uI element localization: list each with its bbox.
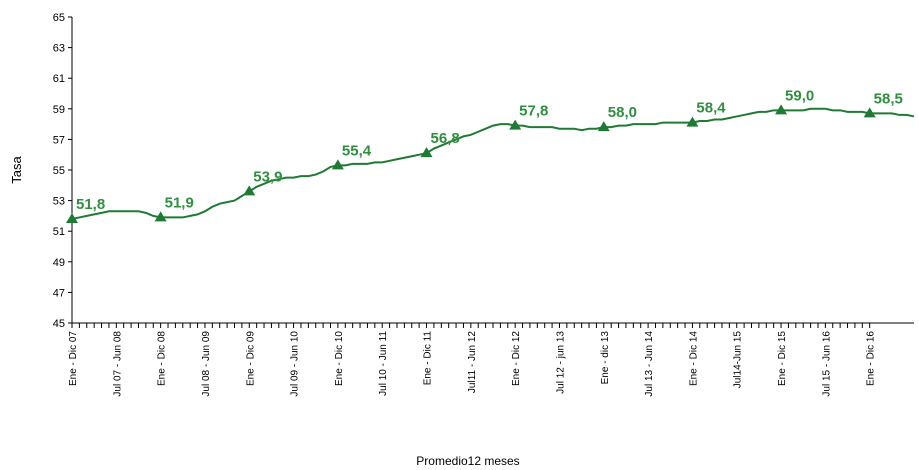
x-tick-label: Jul 07 - Jun 08 xyxy=(112,331,123,397)
marker xyxy=(863,107,876,118)
line xyxy=(71,107,915,220)
x-tick-label: Ene - Dic 10 xyxy=(334,331,345,386)
marker xyxy=(509,119,522,130)
marker xyxy=(154,211,167,222)
x-tick-label: Ene - Dic 09 xyxy=(245,331,256,386)
x-tick-label: Jul 12 - jun 13 xyxy=(555,331,566,394)
data-label: 51,9 xyxy=(165,194,194,211)
marker xyxy=(331,159,344,170)
marker xyxy=(243,185,256,196)
y-tick-label: 55 xyxy=(53,165,65,177)
x-axis-label: Promedio12 meses xyxy=(416,454,519,468)
y-tick-label: 63 xyxy=(53,43,65,55)
x-tick-label: Jul 10 - Jun 11 xyxy=(378,331,389,396)
x-tick-label: Jul14-Jun 15 xyxy=(733,331,744,389)
x-tick-label: Ene - dic 13 xyxy=(600,331,611,385)
marker xyxy=(686,116,699,127)
x-tick-label: Jul11 - Jun 12 xyxy=(467,331,478,394)
data-label: 58,0 xyxy=(608,104,637,121)
y-tick-label: 53 xyxy=(53,196,65,208)
y-tick-label: 61 xyxy=(53,73,65,85)
x-tick-label: Ene - Dic 14 xyxy=(688,331,699,386)
x-tick-label: Ene - Dic 16 xyxy=(866,331,877,386)
data-label: 56,8 xyxy=(431,130,460,147)
x-tick-label: Ene - Dic 15 xyxy=(777,331,788,386)
x-tick-label: Ene - Dic 12 xyxy=(511,331,522,386)
x-tick-label: Ene - Dic 07 xyxy=(68,331,79,386)
y-axis-label: Tasa xyxy=(9,156,24,184)
data-label: 51,8 xyxy=(76,196,105,213)
x-tick-label: Jul 08 - Jun 09 xyxy=(201,331,212,397)
marker xyxy=(420,147,433,158)
marker xyxy=(775,104,788,115)
x-tick-label: Ene - Dic 11 xyxy=(423,331,434,386)
x-tick-label: Ene - Dic 08 xyxy=(157,331,168,386)
x-tick-label: Jul 13 - Jun 14 xyxy=(644,331,655,397)
data-label: 58,5 xyxy=(874,90,903,107)
y-tick-label: 65 xyxy=(53,12,65,24)
y-tick-label: 59 xyxy=(53,104,65,116)
y-tick-label: 51 xyxy=(53,226,65,238)
data-label: 55,4 xyxy=(342,142,372,159)
x-tick-label: Jul 09 - Jun 10 xyxy=(290,331,301,397)
data-label: 58,4 xyxy=(696,100,726,117)
y-tick-label: 57 xyxy=(53,134,65,146)
data-label: 57,8 xyxy=(519,103,548,120)
marker xyxy=(597,121,610,132)
x-tick-label: Jul 15 - Jun 16 xyxy=(821,331,832,397)
y-tick-label: 47 xyxy=(53,287,65,299)
y-tick-label: 49 xyxy=(53,257,65,269)
data-label: 59,0 xyxy=(785,87,814,104)
data-label: 53,9 xyxy=(253,168,282,185)
y-tick-label: 45 xyxy=(53,318,65,330)
marker xyxy=(66,212,78,223)
